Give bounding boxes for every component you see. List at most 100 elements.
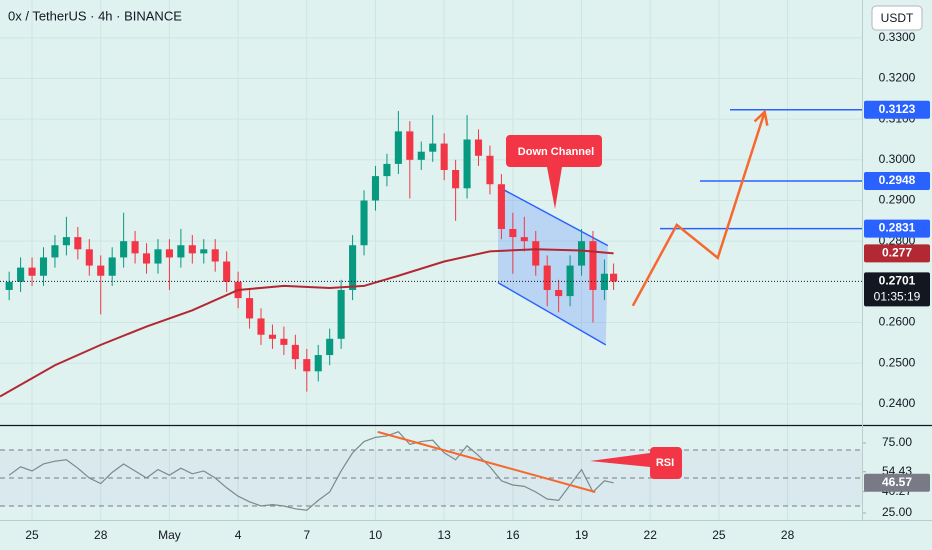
x-tick-label: 22 (644, 528, 658, 542)
currency-box[interactable] (871, 5, 923, 31)
x-tick-label: 4 (235, 528, 242, 542)
candle-body (509, 228, 517, 238)
y-tick-label: 0.3300 (879, 30, 916, 44)
candle-body (314, 355, 322, 372)
candle-body (360, 200, 368, 246)
candle-body (394, 131, 402, 164)
candle-body (62, 237, 70, 246)
x-tick-label: May (158, 528, 181, 542)
rsi-band-fill (0, 449, 862, 506)
currency-label[interactable]: USDT (881, 11, 914, 25)
rsi-trend (377, 430, 596, 493)
y-tick-label: 0.3200 (879, 71, 916, 85)
candle-body (280, 338, 288, 345)
rsi-label: 46.57 (882, 475, 912, 489)
candle-body (406, 131, 414, 160)
candle-body (223, 261, 231, 282)
x-tick-label: 10 (369, 528, 383, 542)
rsi-tick-label: 25.00 (882, 505, 912, 519)
y-tick-label: 0.2600 (879, 315, 916, 329)
candle-body (131, 241, 139, 254)
candle-body (5, 281, 13, 290)
candle-body (486, 155, 494, 185)
candle-body (610, 273, 618, 282)
candle-body (532, 241, 540, 266)
rsi-line (8, 431, 614, 511)
grid (0, 0, 866, 520)
moving-average (0, 248, 614, 398)
candle-body (291, 344, 299, 360)
x-tick-label: 7 (303, 528, 310, 542)
level-badge (864, 100, 930, 119)
overlay: 2528May47101316192225280.33000.32000.310… (25, 30, 930, 542)
candle-body (326, 338, 334, 356)
candle-body (600, 273, 608, 290)
rsi-callout-text: RSI (656, 457, 674, 469)
ma-label: 0.277 (882, 246, 912, 260)
y-tick-label: 0.2400 (879, 396, 916, 410)
candle-body (543, 265, 551, 290)
candle-body (142, 253, 151, 264)
arrow-head (753, 109, 769, 126)
x-tick-label: 13 (437, 528, 451, 542)
level-badge (864, 171, 930, 190)
countdown: 01:35:19 (874, 290, 921, 304)
candle-body (177, 245, 185, 258)
x-tick-label: 25 (712, 528, 726, 542)
candle-body (17, 267, 25, 282)
candle-body (39, 257, 48, 276)
candle-body (97, 265, 105, 276)
channel-line (497, 282, 607, 346)
channel-line (497, 186, 609, 247)
rsi-callout (590, 447, 682, 479)
x-tick-label: 28 (781, 528, 795, 542)
x-tick-label: 28 (94, 528, 108, 542)
candle-body (337, 289, 345, 339)
candle-body (429, 143, 437, 152)
candle-body (577, 241, 586, 266)
y-tick-label: 0.2900 (879, 193, 916, 207)
candle-body (555, 289, 563, 297)
rsi-tick-label: 75.00 (882, 435, 912, 449)
candle-body (108, 257, 116, 276)
candle-body (28, 267, 36, 276)
candle-body (120, 241, 128, 258)
candle-body (268, 334, 277, 339)
x-tick-label: 16 (506, 528, 520, 542)
rsi-badge (864, 473, 930, 492)
y-tick-label: 0.2500 (879, 355, 916, 369)
candle-body (463, 139, 471, 189)
symbol-title: 0x / TetherUS · 4h · BINANCE (8, 8, 182, 23)
candle-body (349, 245, 357, 290)
candle-body (51, 245, 59, 258)
candle-body (440, 143, 448, 170)
projection (631, 111, 766, 307)
candle-body (246, 298, 254, 319)
candle-body (371, 176, 380, 201)
candle-body (417, 151, 425, 160)
x-tick-label: 25 (25, 528, 39, 542)
candle-body (211, 249, 219, 262)
candle-body (165, 249, 173, 258)
level-label: 0.3123 (879, 102, 916, 116)
candle-body (200, 249, 208, 254)
candle-body (303, 359, 311, 372)
candle-body (474, 139, 483, 156)
candle-body (497, 184, 505, 229)
candle-body (85, 249, 93, 266)
price-badge (864, 272, 930, 307)
candle-body (589, 241, 597, 290)
candle-body (566, 265, 574, 297)
candle-body (383, 163, 391, 177)
x-tick-label: 19 (575, 528, 589, 542)
level-label: 0.2831 (879, 221, 916, 235)
plot: Down Channel RSI (0, 109, 862, 511)
y-tick-label: 0.3000 (879, 152, 916, 166)
candle-body (74, 237, 82, 250)
candle-body (452, 170, 460, 189)
price-label: 0.2701 (879, 274, 916, 288)
ma-badge (864, 244, 930, 263)
